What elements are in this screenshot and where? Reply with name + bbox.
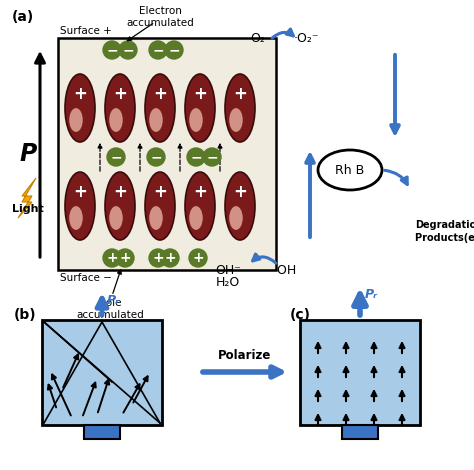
Circle shape (203, 148, 221, 166)
Text: O₂: O₂ (251, 31, 265, 45)
Ellipse shape (65, 74, 95, 142)
Ellipse shape (225, 74, 255, 142)
Ellipse shape (105, 74, 135, 142)
Bar (42, 320, 162, 425)
Circle shape (149, 249, 167, 267)
Circle shape (116, 249, 134, 267)
Circle shape (147, 148, 165, 166)
Text: +: + (113, 183, 127, 201)
Text: Surface −: Surface − (60, 273, 112, 283)
Text: Hole
accumulated: Hole accumulated (76, 298, 144, 321)
Bar (300, 320, 420, 425)
Text: +: + (73, 85, 87, 103)
Text: ·O₂⁻: ·O₂⁻ (293, 31, 319, 45)
Text: +: + (192, 251, 204, 265)
Polygon shape (18, 178, 36, 218)
Text: (b): (b) (14, 308, 36, 322)
Text: Pᵣ: Pᵣ (107, 293, 120, 306)
Text: +: + (193, 183, 207, 201)
Text: +: + (193, 85, 207, 103)
Text: Light: Light (12, 204, 44, 214)
Circle shape (107, 148, 125, 166)
Text: ·OH: ·OH (273, 264, 297, 276)
Text: +: + (233, 85, 247, 103)
Ellipse shape (109, 108, 123, 132)
Ellipse shape (229, 108, 243, 132)
Circle shape (187, 148, 205, 166)
Text: −: − (150, 150, 162, 164)
Text: Pᵣ: Pᵣ (365, 289, 378, 301)
Ellipse shape (69, 108, 83, 132)
Bar (84, 425, 120, 439)
Ellipse shape (109, 206, 123, 230)
Ellipse shape (145, 74, 175, 142)
Circle shape (103, 249, 121, 267)
Text: −: − (152, 43, 164, 57)
Text: +: + (164, 251, 176, 265)
Circle shape (165, 41, 183, 59)
Ellipse shape (189, 206, 203, 230)
Circle shape (161, 249, 179, 267)
Ellipse shape (189, 108, 203, 132)
Text: OH⁻: OH⁻ (215, 264, 241, 276)
Bar (58, 38, 276, 270)
Text: Rh B: Rh B (336, 164, 365, 177)
Ellipse shape (185, 74, 215, 142)
Ellipse shape (149, 206, 163, 230)
Text: +: + (153, 85, 167, 103)
Ellipse shape (145, 172, 175, 240)
Text: +: + (233, 183, 247, 201)
Ellipse shape (65, 172, 95, 240)
Text: +: + (152, 251, 164, 265)
Bar (342, 425, 378, 439)
Circle shape (149, 41, 167, 59)
Ellipse shape (318, 150, 382, 190)
Text: −: − (106, 43, 118, 57)
Text: Polarize: Polarize (219, 349, 272, 362)
Text: +: + (106, 251, 118, 265)
Text: −: − (110, 150, 122, 164)
Text: +: + (73, 183, 87, 201)
Text: −: − (190, 150, 202, 164)
Ellipse shape (229, 206, 243, 230)
Text: −: − (122, 43, 134, 57)
Text: Electron
accumulated: Electron accumulated (126, 6, 194, 28)
Text: P: P (19, 142, 36, 166)
Text: −: − (206, 150, 218, 164)
Ellipse shape (225, 172, 255, 240)
Ellipse shape (69, 206, 83, 230)
Ellipse shape (105, 172, 135, 240)
Text: +: + (113, 85, 127, 103)
Text: +: + (119, 251, 131, 265)
Ellipse shape (185, 172, 215, 240)
Text: H₂O: H₂O (216, 275, 240, 289)
Circle shape (119, 41, 137, 59)
Circle shape (189, 249, 207, 267)
Text: (c): (c) (290, 308, 311, 322)
Text: −: − (168, 43, 180, 57)
Text: +: + (153, 183, 167, 201)
Circle shape (103, 41, 121, 59)
Ellipse shape (149, 108, 163, 132)
Text: Surface +: Surface + (60, 26, 112, 36)
Text: Degradation
Products(e.g., H₂O, CO₂): Degradation Products(e.g., H₂O, CO₂) (415, 220, 474, 243)
Text: (a): (a) (12, 10, 34, 24)
